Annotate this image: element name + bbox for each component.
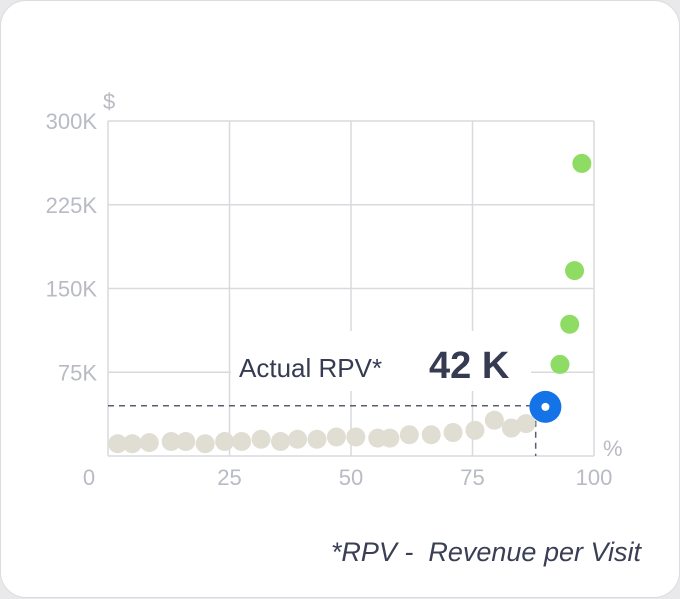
data-point <box>108 434 128 454</box>
data-point <box>307 429 327 449</box>
data-point <box>122 434 142 454</box>
x-tick-label: 75 <box>460 465 484 490</box>
data-point <box>326 427 346 447</box>
data-point <box>465 420 485 440</box>
reference-lines <box>108 405 537 456</box>
data-point <box>288 429 308 449</box>
data-point <box>501 418 521 438</box>
footnote: *RPV - Revenue per Visit <box>330 537 641 567</box>
y-tick-label: 150K <box>46 277 98 302</box>
data-point <box>443 423 463 443</box>
x-tick-label: 25 <box>217 465 241 490</box>
highlight-marker <box>529 390 562 423</box>
callout-label: Actual RPV* <box>239 353 382 383</box>
x-tick-label: 0 <box>83 465 95 490</box>
data-point <box>271 431 291 451</box>
y-axis-unit: $ <box>103 89 115 114</box>
highlight-point-center <box>541 402 550 411</box>
data-point <box>232 431 252 451</box>
data-point <box>516 414 536 434</box>
data-point <box>176 431 196 451</box>
x-tick-label: 50 <box>339 465 363 490</box>
data-point <box>251 429 271 449</box>
x-tick-label: 100 <box>576 465 613 490</box>
callout-value: 42 K <box>429 345 510 387</box>
callout-backdrop <box>231 331 531 391</box>
axes <box>107 121 594 457</box>
data-point <box>380 428 400 448</box>
x-axis-unit: % <box>603 436 623 461</box>
data-point <box>550 354 570 374</box>
y-tick-label: 225K <box>46 193 98 218</box>
grid-lines <box>108 120 595 456</box>
data-point <box>399 425 419 445</box>
data-point <box>161 431 181 451</box>
data-point <box>139 433 159 453</box>
data-point <box>560 314 580 334</box>
data-point <box>484 410 504 430</box>
data-point <box>195 434 215 454</box>
y-tick-label: 300K <box>46 109 98 134</box>
data-point <box>421 425 441 445</box>
data-point <box>572 153 592 173</box>
data-point <box>215 431 235 451</box>
data-point <box>565 261 585 281</box>
data-point <box>346 427 366 447</box>
tick-labels: 0 25 50 75 100 300K 225K 150K 75K <box>46 109 613 490</box>
y-tick-label: 75K <box>58 360 97 385</box>
data-points <box>108 153 592 454</box>
